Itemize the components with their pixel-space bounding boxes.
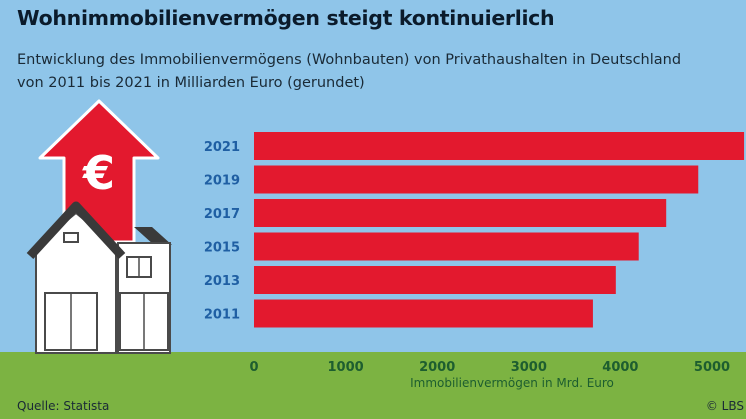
subtitle-line-1: Entwicklung des Immobilienvermögens (Woh… (17, 52, 682, 68)
source-note: Quelle: Statista (17, 399, 110, 413)
x-tick-5000: 5000 (694, 360, 730, 375)
bar-2021 (254, 132, 745, 160)
x-axis-label: Immobilienvermögen in Mrd. Euro (410, 376, 614, 390)
bar-series (254, 132, 745, 328)
x-tick-3000: 3000 (511, 360, 547, 375)
bar-2011 (254, 299, 593, 328)
attic-window (63, 232, 79, 243)
side-roof (134, 227, 172, 245)
x-tick-2000: 2000 (419, 360, 455, 375)
year-label-2011: 2011 (204, 308, 240, 323)
year-label-2021: 2021 (204, 140, 240, 155)
x-tick-4000: 4000 (602, 360, 638, 375)
ground (0, 352, 746, 419)
x-tick-1000: 1000 (328, 360, 364, 375)
year-label-2015: 2015 (204, 241, 240, 256)
page-title: Wohnimmobilienvermögen steigt kontinuier… (17, 6, 555, 30)
bar-2019 (254, 165, 699, 194)
house-with-euro-arrow-icon: € (26, 99, 172, 354)
year-label-2013: 2013 (204, 274, 240, 289)
bar-2015 (254, 232, 639, 261)
year-label-2017: 2017 (204, 207, 240, 222)
chart-subtitle: Entwicklung des Immobilienvermögens (Woh… (17, 49, 681, 95)
bar-2013 (254, 266, 616, 294)
x-axis-ticks: 0 1000 2000 3000 4000 5000 (249, 360, 730, 375)
front-roof (26, 201, 126, 260)
bar-2017 (254, 199, 667, 227)
subtitle-line-2: von 2011 bis 2021 in Milliarden Euro (ge… (17, 75, 365, 91)
copyright-note: © LBS (705, 399, 744, 413)
year-labels: 2021 2019 2017 2015 2013 2011 (204, 140, 240, 323)
x-tick-0: 0 (249, 360, 258, 375)
euro-icon: € (82, 146, 115, 200)
year-label-2019: 2019 (204, 174, 240, 189)
